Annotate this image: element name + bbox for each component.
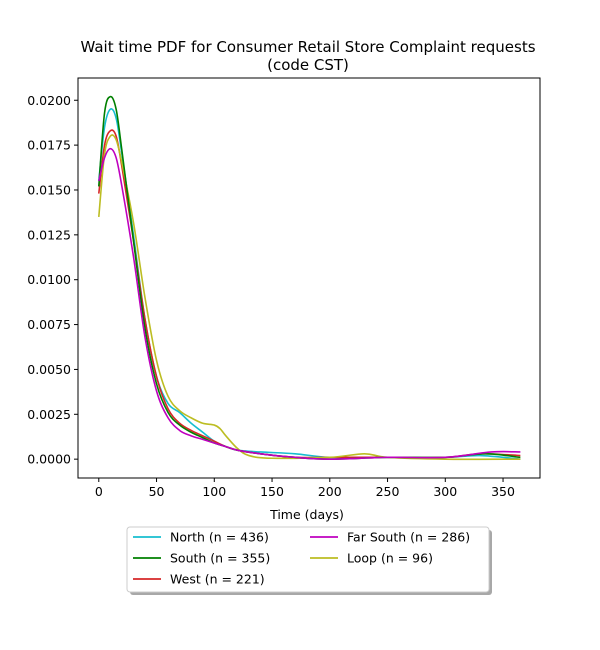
y-tick-label: 0.0075 [27, 317, 71, 332]
y-tick-label: 0.0100 [27, 272, 71, 287]
chart-title-line1: Wait time PDF for Consumer Retail Store … [80, 38, 535, 56]
x-tick-label: 100 [202, 484, 226, 499]
legend-label-2: Loop (n = 96) [347, 551, 433, 566]
x-tick-label: 350 [491, 484, 515, 499]
y-tick-label: 0.0175 [27, 138, 71, 153]
legend-label-0: North (n = 436) [170, 530, 269, 545]
legend-box [126, 526, 490, 593]
y-tick-label: 0.0200 [27, 93, 71, 108]
x-tick-label: 250 [376, 484, 400, 499]
x-tick-label: 300 [433, 484, 457, 499]
x-tick-label: 0 [95, 484, 103, 499]
series-line-1 [97, 129, 521, 459]
legend-label-4: Far South (n = 286) [347, 530, 470, 545]
series-line-2 [97, 134, 521, 461]
series-line-4 [98, 147, 521, 460]
y-tick-label: 0.0125 [27, 227, 71, 242]
x-axis-label: Time (days) [269, 507, 344, 522]
plot-lines [97, 95, 521, 461]
y-axis-ticks: 0.0000 0.0025 0.0050 0.0075 0.0100 0.0125 0.01… [27, 93, 78, 467]
legend-label-1: West (n = 221) [170, 572, 265, 587]
chart-title-line2: (code CST) [267, 56, 349, 74]
y-tick-label: 0.0025 [27, 407, 71, 422]
x-tick-label: 200 [318, 484, 342, 499]
legend-items: North (n = 436) South (n = 355) West (n = … [133, 530, 470, 587]
plot-frame [77, 77, 541, 479]
x-axis-ticks: 0 50 100 150 200 250 300 350 [95, 478, 515, 499]
legend: North (n = 436) South (n = 355) West (n = … [126, 526, 492, 595]
legend-label-3: South (n = 355) [170, 551, 270, 566]
y-tick-label: 0.0000 [27, 452, 71, 467]
y-tick-label: 0.0150 [27, 182, 71, 197]
x-tick-label: 150 [260, 484, 284, 499]
x-tick-label: 50 [149, 484, 165, 499]
y-tick-label: 0.0050 [27, 362, 71, 377]
